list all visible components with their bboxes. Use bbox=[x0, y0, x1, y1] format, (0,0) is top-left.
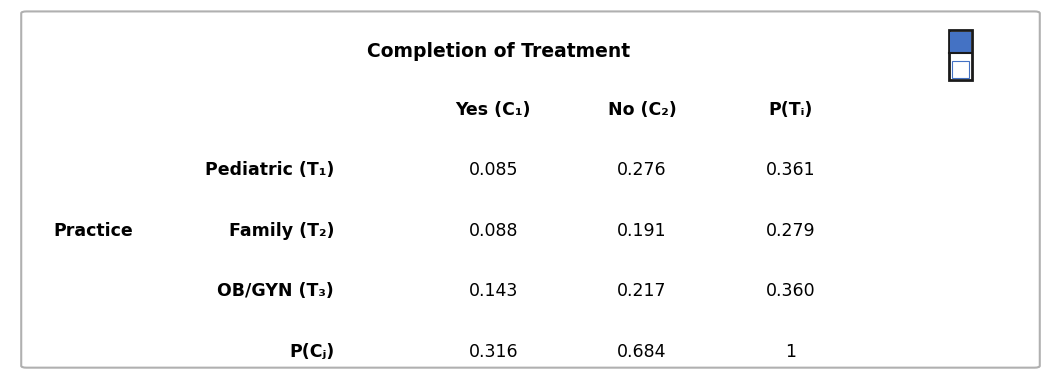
Text: 0.279: 0.279 bbox=[766, 221, 815, 240]
Text: 1: 1 bbox=[785, 343, 796, 362]
Text: 0.360: 0.360 bbox=[766, 282, 815, 301]
Text: Practice: Practice bbox=[53, 221, 134, 240]
Text: 0.276: 0.276 bbox=[618, 160, 666, 179]
Text: Completion of Treatment: Completion of Treatment bbox=[367, 42, 630, 61]
Text: OB/GYN (T₃): OB/GYN (T₃) bbox=[218, 282, 334, 301]
Text: Pediatric (T₁): Pediatric (T₁) bbox=[205, 160, 334, 179]
Text: Family (T₂): Family (T₂) bbox=[229, 221, 334, 240]
Text: 0.684: 0.684 bbox=[618, 343, 666, 362]
Text: 0.085: 0.085 bbox=[469, 160, 518, 179]
Text: 0.088: 0.088 bbox=[469, 221, 518, 240]
Text: Yes (C₁): Yes (C₁) bbox=[455, 101, 532, 120]
Text: P(Tᵢ): P(Tᵢ) bbox=[768, 101, 813, 120]
FancyBboxPatch shape bbox=[21, 11, 1040, 368]
Text: 0.316: 0.316 bbox=[469, 343, 518, 362]
Text: 0.217: 0.217 bbox=[618, 282, 666, 301]
Bar bbox=[949, 30, 972, 80]
Text: 0.361: 0.361 bbox=[766, 160, 815, 179]
Text: No (C₂): No (C₂) bbox=[608, 101, 676, 120]
Text: P(Cⱼ): P(Cⱼ) bbox=[289, 343, 334, 362]
Text: 0.143: 0.143 bbox=[469, 282, 518, 301]
Bar bbox=[952, 61, 969, 78]
Text: 0.191: 0.191 bbox=[618, 221, 666, 240]
Bar bbox=[950, 32, 971, 53]
